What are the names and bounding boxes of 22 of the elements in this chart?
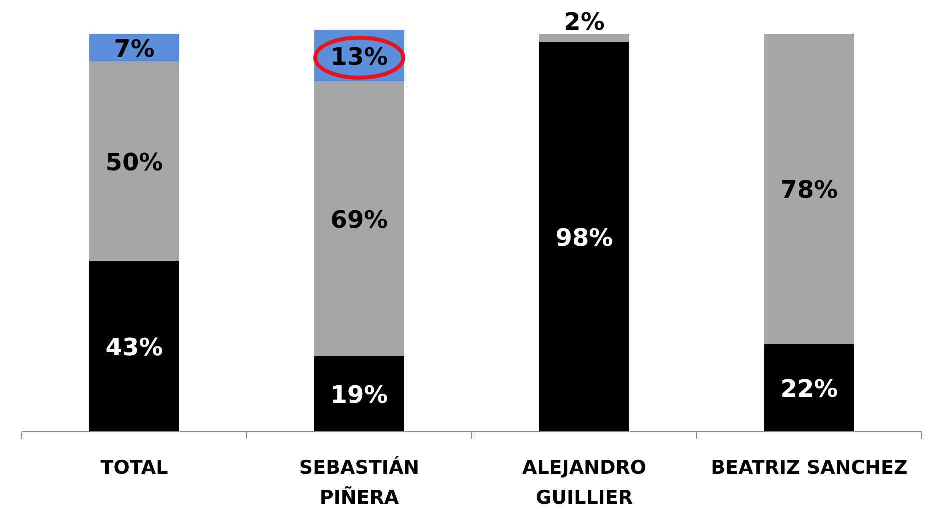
data-label: 22%	[780, 375, 838, 404]
bar	[764, 344, 854, 432]
bar	[540, 34, 630, 42]
data-label: 43%	[106, 333, 164, 362]
x-tick-label: TOTAL	[100, 457, 168, 479]
bar	[90, 260, 180, 432]
data-label: 2%	[564, 8, 605, 36]
bar	[314, 82, 404, 356]
x-tick-label: SEBASTIÁN PIÑERA	[299, 456, 420, 509]
data-label: 7%	[114, 34, 155, 63]
data-label: 69%	[330, 206, 388, 234]
data-label: 98%	[556, 224, 614, 252]
data-label: 19%	[330, 381, 388, 410]
bar	[540, 42, 630, 432]
x-tick-label: ALEJANDRO GUILLIER	[522, 457, 647, 509]
x-tick-label: BEATRIZ SANCHEZ	[711, 457, 908, 479]
data-label: 50%	[106, 148, 164, 176]
data-label: 13%	[330, 42, 388, 71]
bar	[764, 34, 854, 344]
data-label: 78%	[780, 176, 838, 204]
bar	[314, 356, 404, 432]
bar	[90, 62, 180, 261]
